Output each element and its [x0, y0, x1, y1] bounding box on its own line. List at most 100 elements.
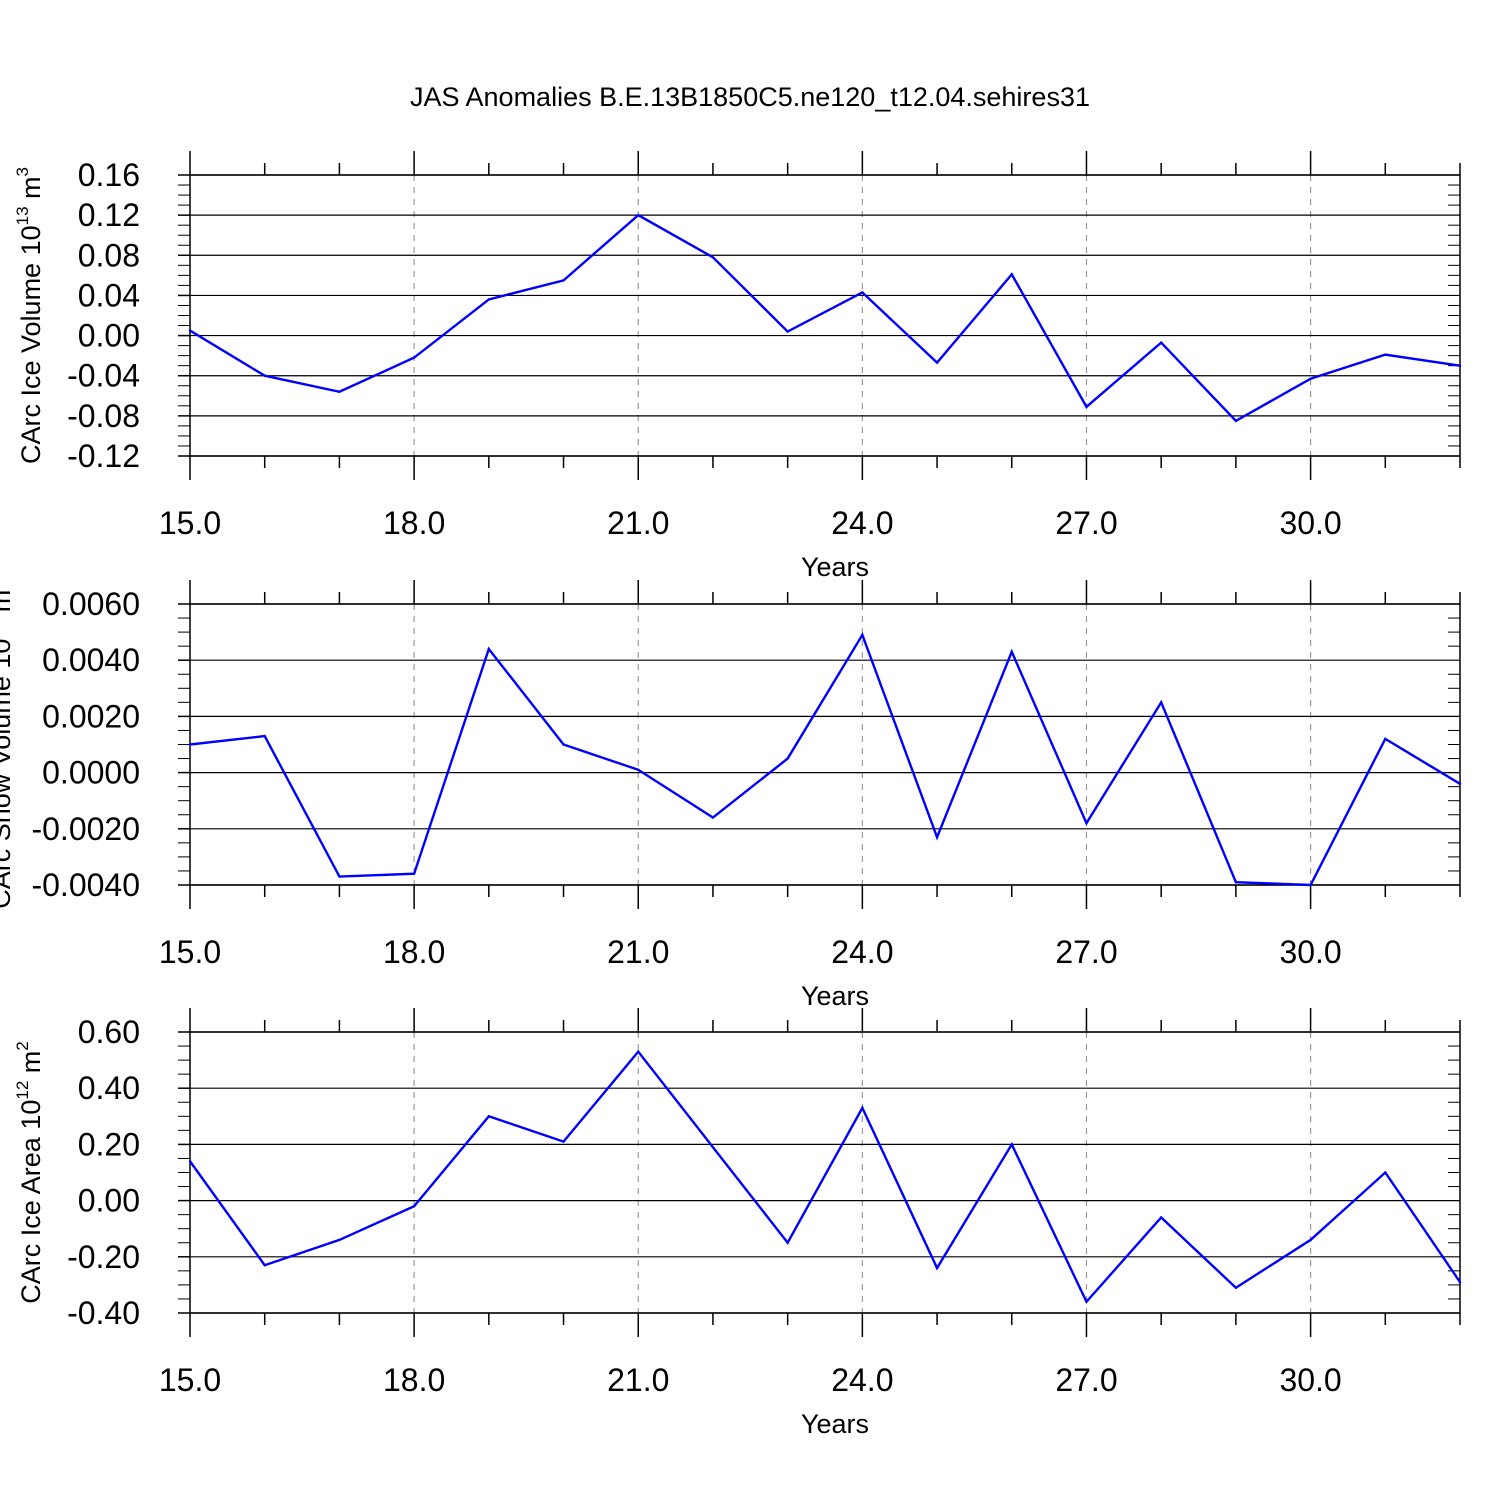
- data-point: [188, 743, 192, 746]
- x-tick-label: 30.0: [1279, 934, 1341, 970]
- data-point: [711, 1146, 715, 1149]
- data-point: [338, 390, 341, 393]
- chart-panel-3: 15.0 18.0 21.0 24.0 27.0 30.0 Years -0.40 -0.20 0…: [13, 1008, 1462, 1439]
- series-line: [189, 632, 1461, 887]
- x-tick-label: 30.0: [1279, 505, 1341, 541]
- chart-panel-1: 15.0 18.0 21.0 24.0 27.0 30.0 Years -0.12 -0.08 -…: [13, 151, 1462, 582]
- data-point: [861, 633, 864, 637]
- y-axis-title: CArc Ice Area 1012 m2: [13, 1041, 46, 1304]
- data-point: [487, 1115, 491, 1118]
- x-tick-label: 24.0: [831, 505, 893, 541]
- y-tick-label: 0.16: [78, 157, 140, 193]
- data-point: [1309, 1238, 1312, 1242]
- data-point: [263, 1264, 266, 1267]
- x-tick-label: 15.0: [159, 1362, 221, 1398]
- data-point: [1384, 737, 1387, 741]
- y-tick-label: 0.0040: [42, 642, 140, 678]
- data-point: [786, 1241, 789, 1244]
- x-axis-title: Years: [801, 981, 869, 1011]
- y-tick-label: 0.08: [78, 237, 140, 273]
- x-tick-label: 21.0: [607, 1362, 669, 1398]
- y-tick-label: -0.20: [67, 1239, 140, 1275]
- x-tick-label: 18.0: [383, 505, 445, 541]
- data-point: [1458, 364, 1462, 367]
- data-point: [861, 291, 864, 294]
- data-point: [562, 743, 565, 746]
- x-tick-label: 27.0: [1055, 934, 1117, 970]
- y-tick-label: -0.04: [67, 358, 140, 394]
- x-tick-label: 27.0: [1055, 1362, 1117, 1398]
- data-point: [1085, 405, 1088, 409]
- data-point: [1085, 821, 1088, 825]
- data-point: [562, 279, 565, 282]
- x-axis-title: Years: [801, 1409, 869, 1439]
- data-point: [935, 361, 939, 364]
- y-tick-label: 0.04: [78, 277, 140, 313]
- data-point: [786, 757, 789, 760]
- data-point: [637, 1050, 640, 1053]
- y-tick-label: 0.60: [78, 1014, 140, 1050]
- data-point: [1085, 1300, 1088, 1303]
- series-line: [189, 213, 1461, 423]
- data-point: [188, 1160, 192, 1163]
- y-tick-label: 0.00: [78, 318, 140, 354]
- x-tick-label: 24.0: [831, 934, 893, 970]
- x-tick-label: 21.0: [607, 934, 669, 970]
- data-point: [1458, 782, 1462, 786]
- data-point: [263, 734, 266, 738]
- data-point: [412, 1205, 416, 1208]
- data-point: [1234, 880, 1238, 884]
- y-tick-label: -0.08: [67, 398, 140, 434]
- y-tick-label: 0.0020: [42, 698, 140, 734]
- data-point: [786, 330, 789, 333]
- data-point: [1159, 341, 1163, 344]
- data-point: [263, 374, 266, 377]
- data-point: [1159, 701, 1163, 704]
- x-tick-label: 18.0: [383, 1362, 445, 1398]
- y-tick-label: -0.0020: [31, 811, 140, 847]
- data-point: [338, 875, 341, 878]
- y-tick-label: 0.20: [78, 1126, 140, 1162]
- plot-frame: [189, 174, 1461, 457]
- series-line: [189, 1049, 1461, 1304]
- x-tick-label: 27.0: [1055, 505, 1117, 541]
- data-point: [562, 1140, 565, 1143]
- data-point: [487, 647, 491, 651]
- y-tick-label: 0.0060: [42, 586, 140, 622]
- data-point: [1309, 883, 1312, 887]
- x-tick-label: 30.0: [1279, 1362, 1341, 1398]
- data-point: [1010, 1143, 1013, 1146]
- data-point: [1010, 273, 1013, 276]
- data-point: [1159, 1216, 1163, 1219]
- figure-title: JAS Anomalies B.E.13B1850C5.ne120_t12.04…: [410, 82, 1090, 112]
- y-tick-label: 0.40: [78, 1070, 140, 1106]
- data-point: [1384, 353, 1387, 356]
- y-tick-label: 0.0000: [42, 755, 140, 791]
- x-tick-label: 15.0: [159, 505, 221, 541]
- x-tick-label: 24.0: [831, 1362, 893, 1398]
- data-point: [188, 329, 192, 332]
- x-axis-title: Years: [801, 552, 869, 582]
- y-tick-label: -0.12: [67, 438, 140, 474]
- data-point: [487, 298, 491, 301]
- y-tick-label: 0.00: [78, 1183, 140, 1219]
- data-point: [1234, 419, 1238, 423]
- y-tick-label: 0.12: [78, 197, 140, 233]
- data-point: [1458, 1280, 1462, 1284]
- data-point: [861, 1106, 864, 1110]
- data-point: [1384, 1171, 1387, 1174]
- data-point: [711, 256, 715, 259]
- data-point: [935, 1266, 939, 1270]
- data-point: [637, 768, 640, 771]
- data-point: [412, 356, 416, 359]
- x-tick-label: 18.0: [383, 934, 445, 970]
- y-axis-title: CArc Snow Volume 1013 m3: [0, 580, 16, 909]
- data-point: [1309, 377, 1312, 380]
- x-tick-label: 21.0: [607, 505, 669, 541]
- data-point: [711, 816, 715, 819]
- data-point: [338, 1238, 341, 1242]
- data-point: [1234, 1286, 1238, 1289]
- data-point: [412, 872, 416, 875]
- chart-panel-2: 15.0 18.0 21.0 24.0 27.0 30.0 Years -0.0040 -0.0…: [0, 580, 1462, 1011]
